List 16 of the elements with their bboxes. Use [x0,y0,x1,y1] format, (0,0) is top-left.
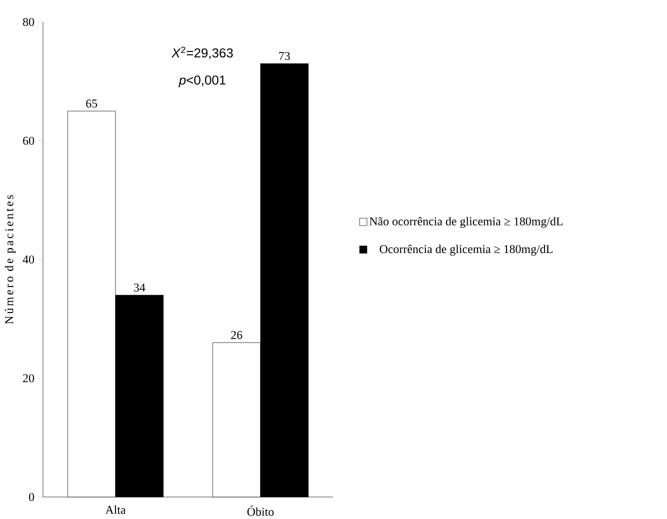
y-axis-title: Número de pacientes [4,195,16,324]
data-label: 34 [134,283,146,292]
x-tick-label: Alta [105,505,126,514]
y-tick-label: 80 [23,18,34,26]
data-label: 65 [86,99,98,108]
data-label: 73 [279,52,290,60]
legend-label: Não ocorrência de glicemia ≥ 180mg/dL [369,216,563,228]
annotation: X$^{2}$=29,363 [171,46,233,59]
y-tick-label: 60 [23,136,34,145]
y-tick-label: 20 [23,374,34,382]
y-tick-label: 0 [28,492,34,501]
x-tick-label: Óbito [247,505,274,516]
annotation: p<0,001 [178,75,226,88]
y-tick-label: 40 [22,255,34,264]
data-label: 26 [231,330,242,339]
legend-label: Ocorrência de glicemia ≥ 180mg/dL [380,244,552,256]
